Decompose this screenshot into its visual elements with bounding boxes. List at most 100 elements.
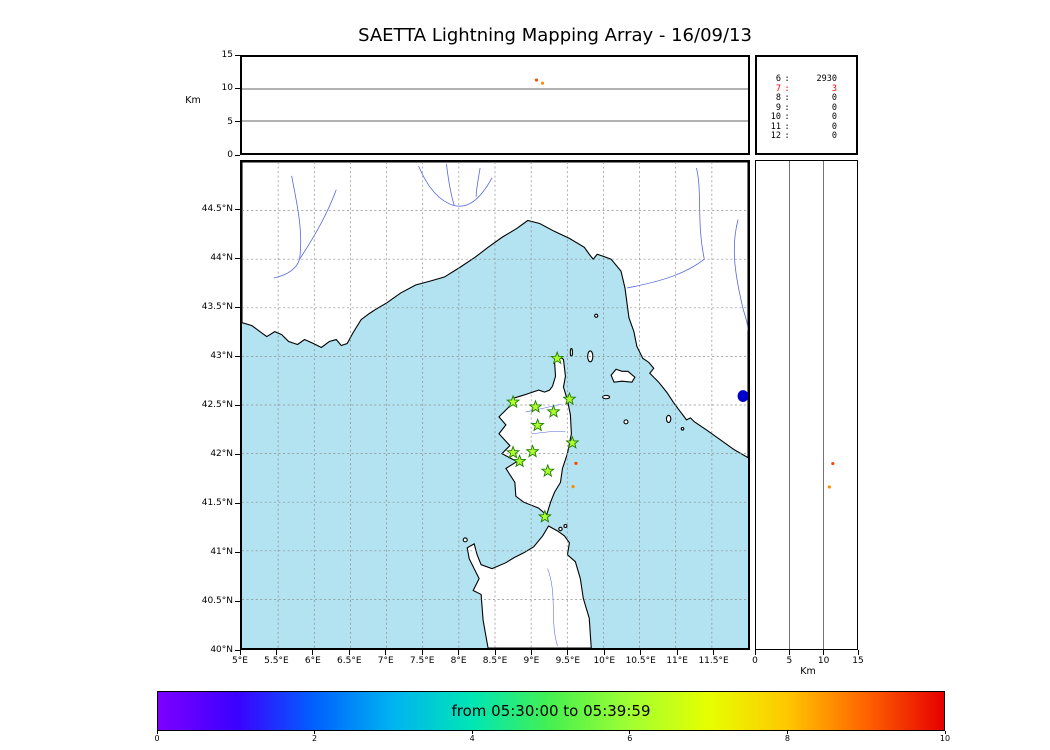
tick-label: 5.5°E <box>264 656 289 666</box>
tick-label: 41°N <box>210 547 233 557</box>
tick-mark <box>235 502 240 504</box>
colorbar: from 05:30:00 to 05:39:59 <box>157 691 945 731</box>
tick-mark <box>314 731 316 734</box>
tick-mark <box>823 650 825 655</box>
lightning-points <box>571 461 578 489</box>
tick-mark <box>471 731 473 734</box>
lightning-source-point <box>827 485 831 489</box>
tick-mark <box>239 650 241 655</box>
station-marker <box>540 463 555 478</box>
altitude-latitude-plot <box>789 161 835 649</box>
islet-giraglia <box>569 347 574 357</box>
lightning-source-point <box>574 461 578 465</box>
lightning-source-point <box>540 81 545 85</box>
altitude-latitude-panel <box>755 160 858 650</box>
tick-label: 0 <box>752 656 758 666</box>
tick-label: 4 <box>469 734 475 743</box>
lightning-source-point <box>534 78 539 82</box>
tick-label: 6 <box>627 734 633 743</box>
tick-mark <box>235 121 240 123</box>
tick-mark <box>640 650 642 655</box>
island-giglio <box>665 414 672 424</box>
tick-label: 5°E <box>232 656 248 666</box>
tick-label: 10 <box>939 734 951 743</box>
tick-label: 8.5°E <box>482 656 508 666</box>
map-gridlines <box>242 162 748 648</box>
island-sardinia <box>466 525 592 648</box>
station-count-row: 10:0 <box>770 112 837 122</box>
tick-mark <box>385 650 387 655</box>
tick-label: 6°E <box>304 656 321 666</box>
altitude-time-plot <box>242 78 748 122</box>
river-arno <box>626 258 705 289</box>
island-montecristo <box>623 419 629 425</box>
tick-mark <box>156 731 158 734</box>
tick-label: 44.5°N <box>201 204 233 214</box>
station-count-row: 12:0 <box>770 131 837 141</box>
tick-mark <box>235 600 240 602</box>
tick-label: 10.5°E <box>625 656 656 666</box>
tick-label: 42.5°N <box>201 400 233 410</box>
station-marker <box>506 394 521 409</box>
tick-label: 43.5°N <box>201 302 233 312</box>
tick-mark <box>788 650 790 655</box>
figure-title: SAETTA Lightning Mapping Array - 16/09/1… <box>358 25 752 46</box>
lightning-source-point <box>831 461 835 466</box>
map-panel <box>240 160 750 650</box>
altitude-axis-label: Km <box>185 95 201 106</box>
station-marker <box>512 453 527 468</box>
station-count-panel: 6:2930 7:3 8:0 9:0 10:0 11:0 12:0 <box>755 55 858 155</box>
lightning-source-point <box>571 485 575 489</box>
tick-label: 10 <box>817 656 830 666</box>
river-branch <box>445 163 455 206</box>
tick-label: 0 <box>227 150 233 160</box>
tick-mark <box>235 551 240 553</box>
tick-mark <box>235 208 240 210</box>
station-markers <box>506 350 580 523</box>
tick-label: 10 <box>221 83 233 94</box>
station-count-row: 11:0 <box>770 121 837 132</box>
tick-label: 10°E <box>593 656 616 666</box>
tick-mark <box>857 650 859 655</box>
tick-mark <box>530 650 532 655</box>
tick-mark <box>713 650 715 655</box>
station-marker <box>562 391 577 406</box>
tick-mark <box>235 649 240 651</box>
tick-mark <box>786 731 788 734</box>
river-branch <box>475 167 481 197</box>
station-marker <box>528 399 543 413</box>
tick-mark <box>567 650 569 655</box>
river-tavignano <box>531 431 566 435</box>
tick-mark <box>235 87 240 89</box>
colorbar-label: from 05:30:00 to 05:39:59 <box>451 702 651 720</box>
tick-label: 2 <box>312 734 318 743</box>
landmass-group <box>242 162 748 648</box>
station-marker <box>525 444 540 458</box>
tick-mark <box>235 257 240 259</box>
tick-mark <box>235 306 240 308</box>
station-count-row: 8:0 <box>775 93 837 103</box>
river-lines <box>273 163 748 647</box>
river-tanaro <box>418 165 493 207</box>
station-marker <box>546 404 561 418</box>
tick-mark <box>944 731 946 734</box>
tick-label: 42°N <box>210 449 233 459</box>
tick-label: 43°N <box>210 351 233 361</box>
tick-label: 44°N <box>210 253 233 263</box>
km-axis-label: Km <box>800 666 816 677</box>
tick-mark <box>629 731 631 734</box>
tick-label: 5 <box>786 656 793 666</box>
tick-mark <box>754 650 756 655</box>
tick-label: 6.5°E <box>337 656 362 666</box>
river-branch <box>299 189 337 260</box>
station-marker <box>550 350 565 365</box>
station-count-row: 7:3 <box>775 83 837 94</box>
tick-label: 7°E <box>377 656 394 666</box>
map-plot <box>242 162 748 648</box>
tick-mark <box>603 650 605 655</box>
tick-mark <box>235 453 240 455</box>
tick-label: 8 <box>784 734 790 743</box>
island-gorgona <box>594 313 599 318</box>
tick-mark <box>348 650 350 655</box>
